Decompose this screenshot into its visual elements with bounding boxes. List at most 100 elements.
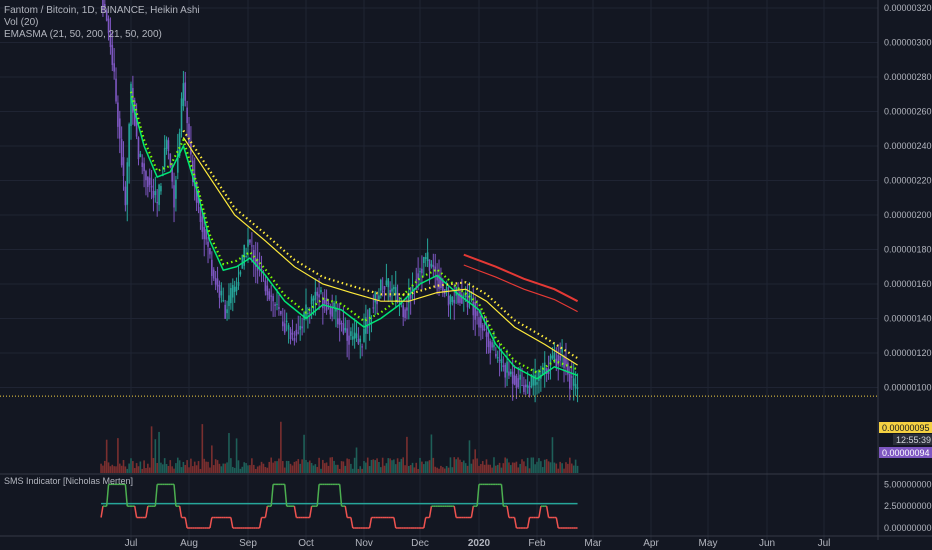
candle-body bbox=[132, 88, 134, 113]
volume-bar bbox=[424, 461, 427, 473]
candle-body bbox=[489, 341, 492, 353]
volume-bar bbox=[434, 466, 437, 473]
candle-body bbox=[447, 295, 450, 306]
volume-bar bbox=[241, 466, 244, 473]
volume-bar bbox=[295, 461, 298, 473]
volume-bar bbox=[329, 457, 332, 473]
volume-bar bbox=[230, 458, 232, 473]
candle-body bbox=[212, 269, 215, 279]
volume-bar bbox=[504, 457, 506, 473]
candle-body bbox=[203, 227, 206, 240]
countdown-badge: 12:55:39 bbox=[893, 434, 932, 445]
ma-200-lower bbox=[463, 264, 578, 313]
volume-bar bbox=[258, 465, 261, 473]
volume-bar bbox=[342, 461, 345, 473]
sms-segment bbox=[184, 517, 188, 529]
volume-bar bbox=[404, 465, 406, 473]
candle-body bbox=[353, 332, 356, 339]
indicator-label: SMS Indicator [Nicholas Merten] bbox=[4, 476, 133, 486]
candle-body bbox=[440, 277, 442, 288]
candle-body bbox=[351, 336, 354, 340]
candle-body bbox=[406, 307, 408, 311]
volume-bar bbox=[389, 458, 391, 473]
candle-body bbox=[167, 140, 170, 152]
volume-bar bbox=[517, 467, 520, 473]
candle-body bbox=[109, 34, 112, 48]
volume-bar bbox=[481, 461, 484, 473]
volume-bar bbox=[314, 464, 317, 473]
volume-bar bbox=[276, 461, 278, 473]
candle-body bbox=[282, 321, 284, 327]
volume-bar bbox=[466, 465, 469, 473]
candle-body bbox=[557, 355, 560, 365]
candle-body bbox=[291, 332, 294, 335]
candle-body bbox=[517, 378, 520, 388]
volume-bar bbox=[396, 458, 399, 473]
candle-body bbox=[504, 364, 506, 378]
volume-bar bbox=[344, 465, 347, 473]
y-tick-label: 0.00000200 bbox=[884, 210, 932, 220]
volume-bar bbox=[307, 462, 309, 473]
volume-bar bbox=[145, 468, 147, 473]
volume-bar bbox=[184, 464, 187, 473]
candle-body bbox=[233, 286, 236, 293]
volume-bar bbox=[178, 460, 181, 473]
volume-bar bbox=[105, 439, 108, 473]
candle-body bbox=[374, 292, 376, 303]
candle-body bbox=[310, 296, 313, 305]
candle-body bbox=[152, 190, 155, 198]
volume-bar bbox=[530, 457, 533, 473]
candle-body bbox=[524, 384, 527, 388]
candle-body bbox=[357, 338, 360, 344]
ema-lines bbox=[0, 91, 878, 397]
volume-bar bbox=[557, 468, 560, 473]
candle-body bbox=[150, 185, 153, 188]
candle-body bbox=[396, 293, 399, 302]
candle-body bbox=[549, 355, 552, 367]
volume-bar bbox=[251, 458, 253, 473]
candle-body bbox=[569, 373, 571, 389]
sms-segment bbox=[270, 484, 274, 507]
y-tick-label: 0.00000180 bbox=[884, 245, 932, 255]
candle-body bbox=[171, 164, 173, 182]
volume-bar bbox=[372, 459, 375, 473]
candle-body bbox=[329, 307, 332, 315]
candle-body bbox=[419, 271, 421, 273]
candle-body bbox=[559, 356, 561, 361]
sms-segment bbox=[173, 484, 177, 507]
candle-body bbox=[276, 303, 278, 305]
volume-bar bbox=[235, 438, 238, 473]
volume-bar bbox=[118, 463, 121, 473]
candle-body bbox=[461, 294, 463, 304]
volume-bar bbox=[249, 465, 251, 473]
candle-body bbox=[551, 355, 554, 359]
candle-body bbox=[218, 284, 221, 298]
candle-body bbox=[445, 286, 448, 293]
volume-bar bbox=[391, 460, 393, 473]
x-tick-label: Jul bbox=[818, 538, 831, 549]
volume-bar bbox=[180, 467, 183, 473]
candle-body bbox=[130, 83, 132, 127]
volume-bar bbox=[322, 459, 324, 473]
volume-bar bbox=[472, 459, 475, 473]
volume-bar bbox=[171, 466, 173, 473]
volume-bar bbox=[511, 462, 514, 473]
volume-bar bbox=[524, 466, 527, 473]
volume-bar bbox=[506, 458, 508, 473]
candle-body bbox=[545, 368, 548, 374]
candle-body bbox=[270, 295, 272, 297]
volume-bar bbox=[409, 465, 412, 473]
volume-bar bbox=[197, 461, 200, 473]
candle-body bbox=[237, 282, 240, 286]
sms-segment bbox=[154, 484, 158, 507]
candle-body bbox=[222, 300, 225, 302]
sms-segment bbox=[209, 517, 213, 529]
x-tick-label: Mar bbox=[584, 538, 602, 549]
candle-body bbox=[483, 328, 486, 330]
volume-bar bbox=[233, 467, 236, 473]
volume-bar bbox=[470, 463, 473, 473]
volume-bar bbox=[528, 468, 531, 473]
last-price-text: 0.00000095 bbox=[882, 423, 930, 433]
y-tick-label: 0.00000120 bbox=[884, 348, 932, 358]
candle-body bbox=[316, 291, 319, 296]
